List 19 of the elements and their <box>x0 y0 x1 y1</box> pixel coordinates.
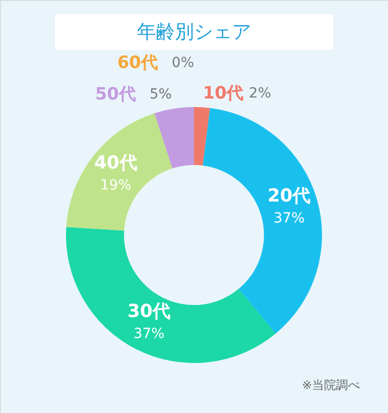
text: ※当院調べ <box>302 378 360 392</box>
category-label: 60代 <box>117 53 158 73</box>
chart-title: 年齢別シェア <box>137 21 251 43</box>
data-label: 37% <box>133 326 165 342</box>
text: 0% <box>172 55 194 71</box>
data-label: 2% <box>248 85 272 102</box>
slice-label: 10代 <box>202 83 244 104</box>
slice-label: 30代 <box>128 301 171 322</box>
data-label: 5% <box>150 86 172 103</box>
donut-slice <box>202 108 322 334</box>
donut-slice <box>66 113 172 231</box>
slice-label: 40代 <box>94 152 138 174</box>
slice-label: 50代 <box>95 84 136 105</box>
slice-label: 20代 <box>268 185 311 206</box>
donut-slice <box>154 107 194 168</box>
data-label: 19% <box>100 177 132 194</box>
data-label: 37% <box>274 210 305 226</box>
donut-slice <box>194 107 210 166</box>
donut-slice <box>66 226 276 363</box>
